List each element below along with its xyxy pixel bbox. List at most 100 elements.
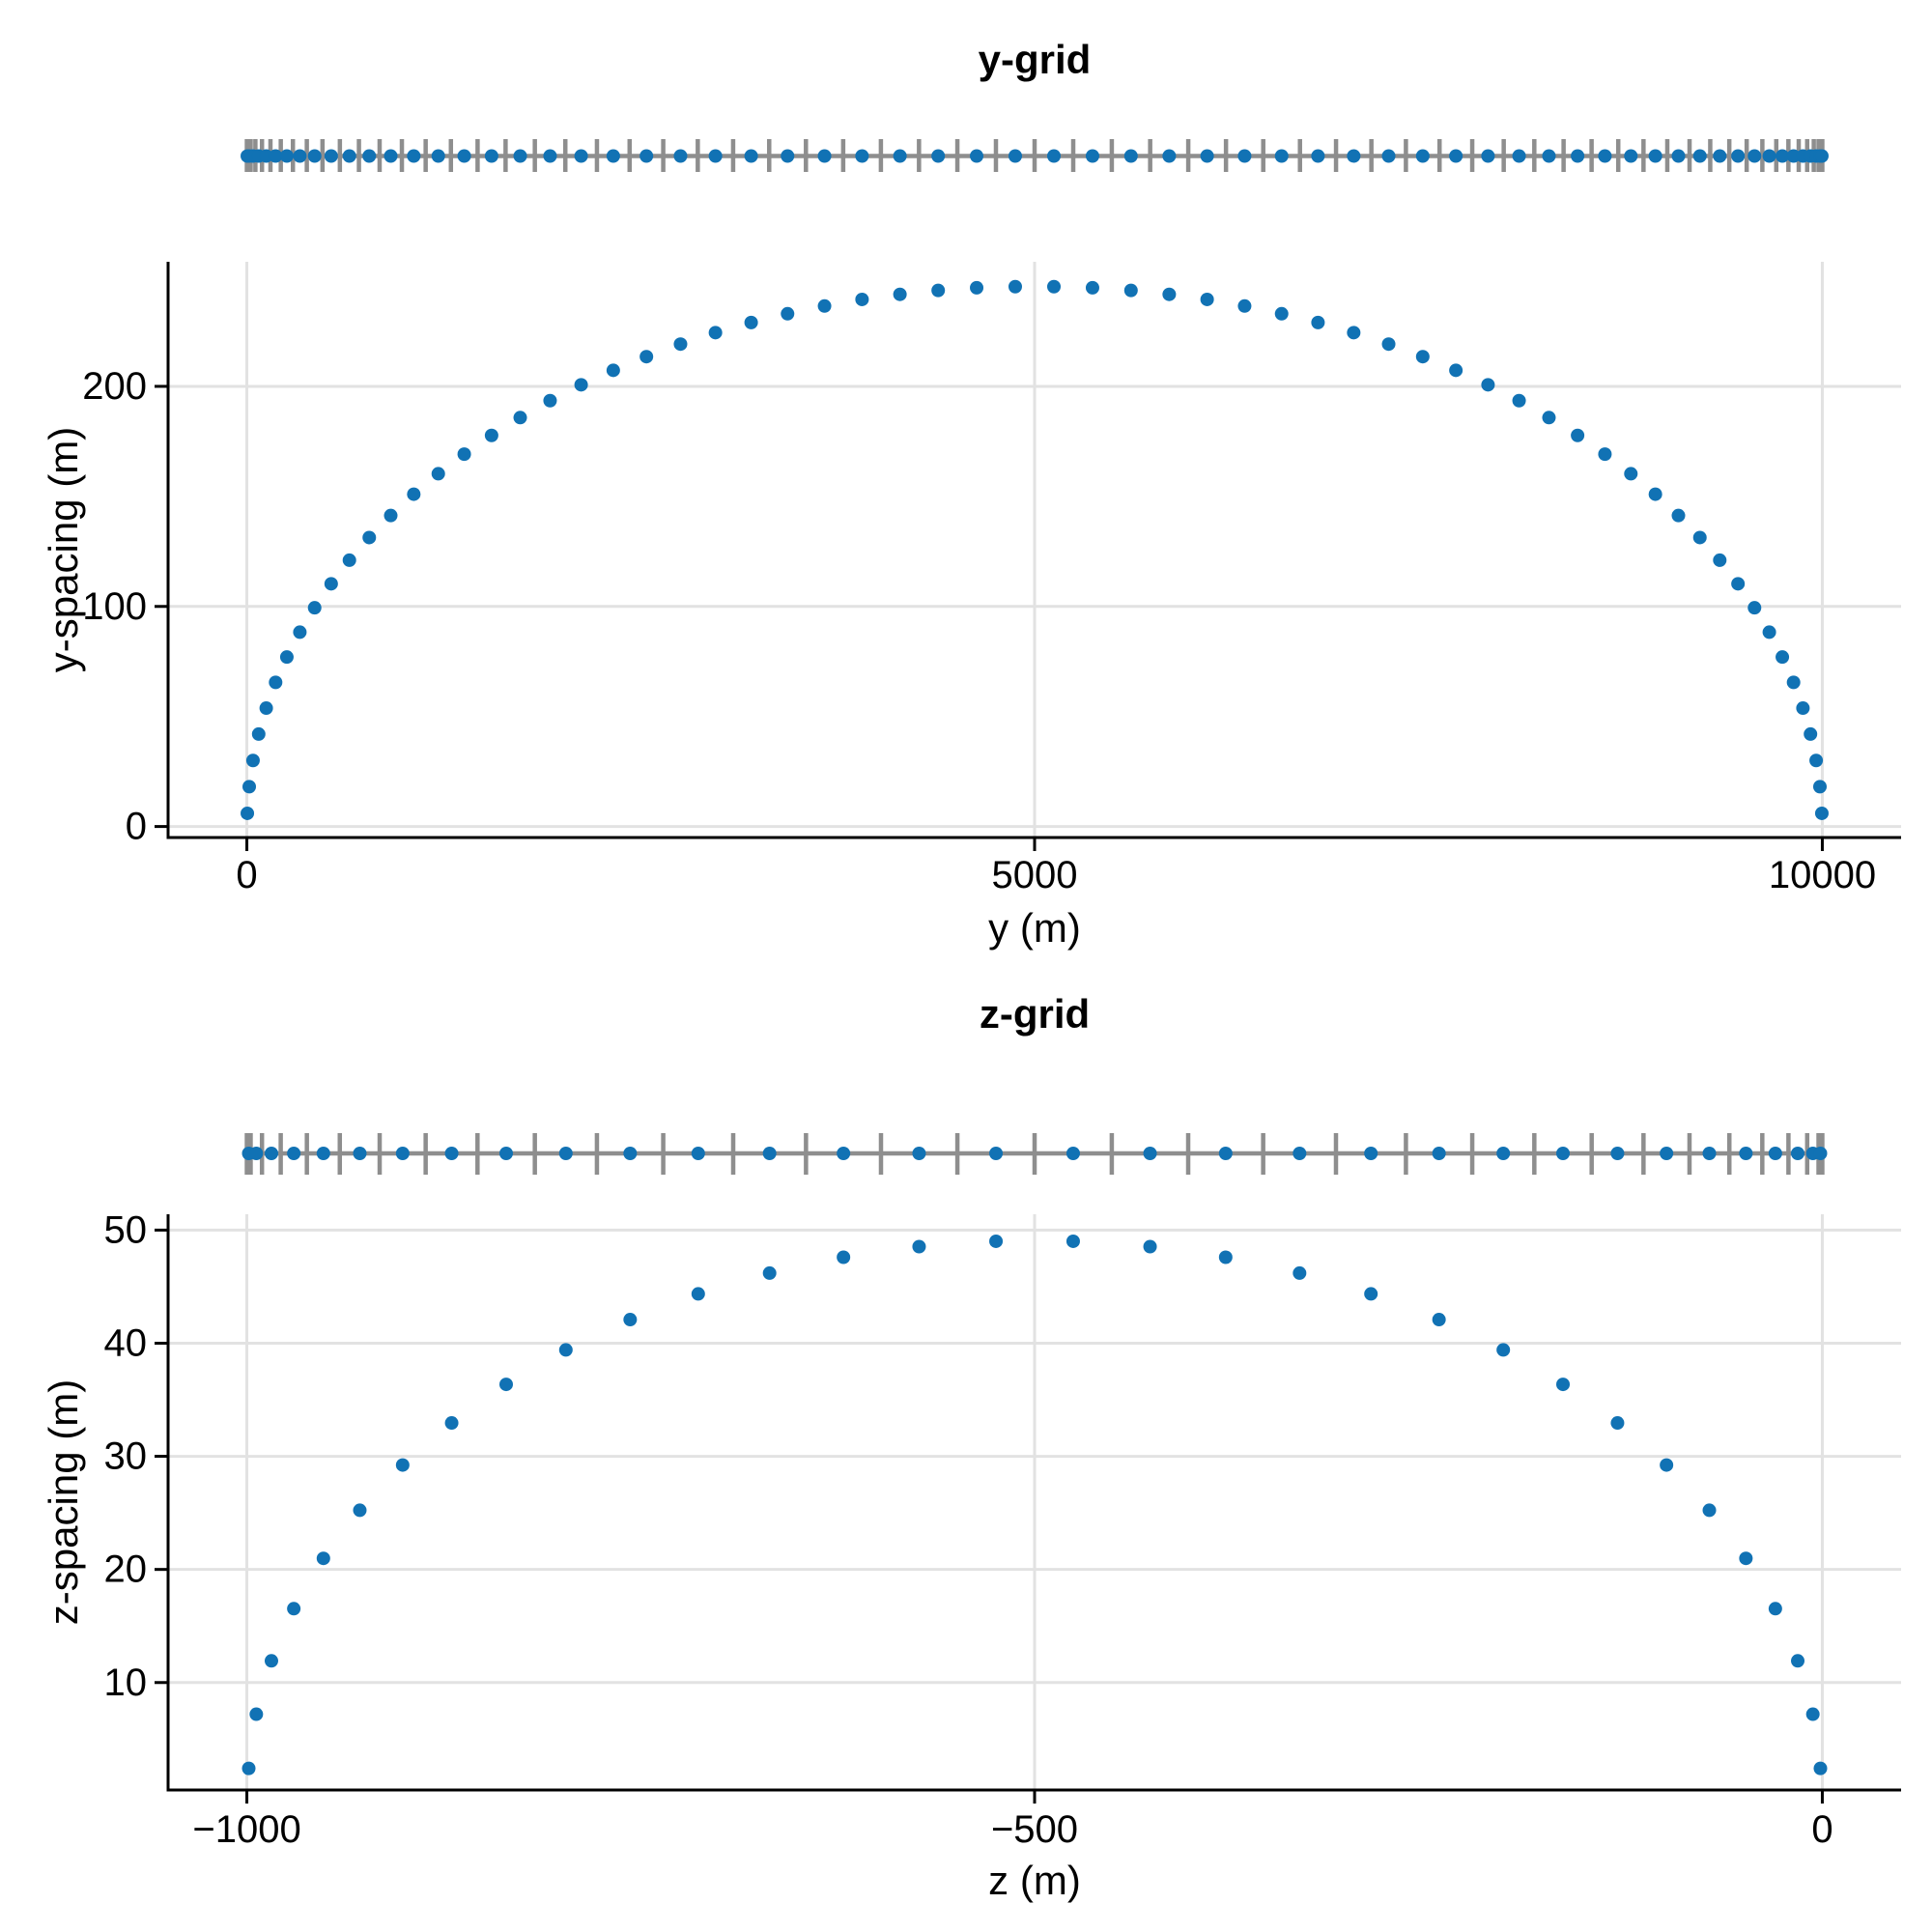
- grid-center-dot: [1481, 149, 1495, 163]
- data-point: [1237, 298, 1252, 313]
- data-point: [1571, 428, 1585, 442]
- grid-center-dot: [1692, 149, 1707, 163]
- grid-center-dot: [837, 1147, 851, 1160]
- data-point: [574, 378, 588, 392]
- chart-title-y-grid: y-grid: [978, 37, 1092, 82]
- grid-center-dot: [558, 1147, 573, 1160]
- grid-center-dot: [1762, 149, 1776, 163]
- data-point: [1786, 675, 1801, 690]
- x-tick-label: 5000: [992, 854, 1078, 896]
- data-point: [855, 292, 869, 306]
- data-point: [1713, 553, 1727, 567]
- grid-center-dot: [1065, 1147, 1080, 1160]
- data-point: [287, 1602, 301, 1616]
- grid-center-dot: [324, 149, 338, 163]
- grid-center-dot: [1293, 1147, 1307, 1160]
- grid-center-dot: [708, 149, 723, 163]
- grid-center-dot: [912, 1147, 926, 1160]
- x-tick-label: 0: [1811, 1808, 1833, 1851]
- data-point: [1805, 1707, 1820, 1721]
- grid-center-dot: [1381, 149, 1396, 163]
- data-point: [1671, 508, 1686, 523]
- data-point: [279, 650, 294, 665]
- grid-center-dot: [1786, 149, 1801, 163]
- grid-center-dot: [606, 149, 620, 163]
- data-point: [673, 337, 688, 352]
- y-tick-label: 200: [82, 365, 147, 408]
- grid-center-dot: [353, 1147, 367, 1160]
- grid-center-dot: [1610, 1147, 1625, 1160]
- grid-center-dot: [1008, 149, 1022, 163]
- data-point: [242, 1761, 256, 1776]
- grid-center-dot: [342, 149, 356, 163]
- data-point: [970, 280, 984, 295]
- x-tick-label: 0: [236, 854, 257, 896]
- data-point: [498, 1378, 513, 1392]
- data-point: [1449, 363, 1463, 378]
- grid-center-dot: [543, 149, 557, 163]
- data-point: [353, 1503, 367, 1518]
- y-tick-label: 50: [104, 1208, 148, 1251]
- grid-center-dot: [431, 149, 445, 163]
- grid-center-dot: [781, 149, 795, 163]
- data-point: [1481, 378, 1495, 392]
- grid-center-dot: [1739, 1147, 1753, 1160]
- grid-center-dot: [1660, 1147, 1674, 1160]
- y-axis-label-y-spacing: y-spacing (m): [41, 426, 86, 673]
- data-point: [1085, 280, 1099, 295]
- data-point: [457, 447, 471, 462]
- y-tick-label: 100: [82, 585, 147, 628]
- data-point: [1293, 1265, 1307, 1280]
- data-point: [639, 350, 654, 364]
- grid-center-dot: [1218, 1147, 1233, 1160]
- grid-center-dot: [249, 1147, 264, 1160]
- grid-center-dot: [989, 1147, 1004, 1160]
- data-point: [1556, 1378, 1571, 1392]
- data-point: [1047, 279, 1062, 294]
- data-point: [1796, 701, 1810, 716]
- grid-center-dot: [1671, 149, 1686, 163]
- grid-center-dot: [362, 149, 377, 163]
- data-point: [484, 428, 498, 442]
- grid-center-dot: [259, 149, 273, 163]
- data-point: [249, 1707, 264, 1721]
- data-point: [1008, 279, 1022, 294]
- data-point: [744, 315, 758, 329]
- data-point: [1200, 292, 1214, 306]
- data-point: [431, 467, 445, 481]
- data-point: [1496, 1343, 1511, 1357]
- grid-center-dot: [1648, 149, 1662, 163]
- data-point: [1791, 1654, 1805, 1668]
- data-point: [1123, 283, 1138, 298]
- data-point: [837, 1250, 851, 1264]
- data-point: [1218, 1250, 1233, 1264]
- grid-center-dot: [1162, 149, 1177, 163]
- data-point: [384, 508, 398, 523]
- data-point: [1692, 530, 1707, 545]
- data-point: [1143, 1239, 1157, 1254]
- x-tick-label: −500: [991, 1808, 1078, 1851]
- data-point: [1813, 1761, 1828, 1776]
- data-point: [1762, 625, 1776, 639]
- data-point: [316, 1551, 330, 1566]
- grid-center-dot: [762, 1147, 777, 1160]
- data-point: [989, 1234, 1004, 1248]
- data-point: [1731, 577, 1746, 591]
- grid-center-dot: [1311, 149, 1325, 163]
- grid-center-dot: [1415, 149, 1430, 163]
- x-axis-label-z: z (m): [988, 1858, 1081, 1903]
- grid-center-dot: [970, 149, 984, 163]
- data-point: [264, 1654, 278, 1668]
- grid-center-dot: [1624, 149, 1638, 163]
- grid-center-dot: [1364, 1147, 1378, 1160]
- data-point: [1598, 447, 1612, 462]
- data-point: [307, 601, 322, 615]
- data-point: [1311, 315, 1325, 329]
- data-point: [1660, 1458, 1674, 1472]
- data-point: [1809, 753, 1824, 768]
- grid-center-dot: [855, 149, 869, 163]
- y-tick-label: 0: [126, 806, 147, 848]
- data-point: [781, 306, 795, 321]
- grid-center-dot: [1813, 1147, 1828, 1160]
